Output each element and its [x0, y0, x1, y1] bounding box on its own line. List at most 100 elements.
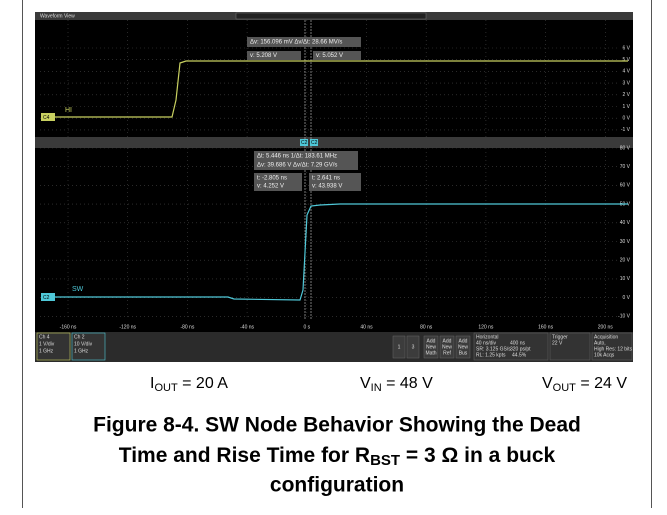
symbol: I	[150, 375, 154, 392]
status-text: 44.5%	[512, 352, 527, 358]
button-label: 1	[398, 344, 401, 350]
button-label: New	[426, 344, 436, 350]
readout: t: 2.641 ns	[312, 176, 340, 182]
c2-label: C2	[43, 295, 50, 301]
readout-box	[313, 51, 361, 60]
readout-box	[247, 51, 301, 60]
figure-title-part: = 3 Ω in a buck	[400, 444, 555, 467]
y-axis-label: 4 V	[622, 69, 630, 75]
button-label: Add	[427, 338, 436, 344]
readout: t: -2.805 ns	[257, 176, 287, 182]
readout-box	[254, 151, 358, 170]
readout: v: 5.208 V	[250, 53, 277, 59]
button-label: Bus	[459, 350, 468, 356]
y-axis-label: 40 V	[620, 220, 631, 226]
status-text: 320 ps/pt	[510, 346, 531, 352]
readout-box	[247, 37, 361, 47]
readout: v: 43.938 V	[312, 184, 342, 190]
button-label: Ref	[443, 350, 451, 356]
y-axis-label: 6 V	[622, 45, 630, 51]
marker-a	[300, 139, 308, 146]
y-axis-label: 0 V	[622, 116, 630, 122]
hi-trace	[48, 60, 628, 118]
readout-box	[254, 173, 302, 191]
button-label: Add	[459, 338, 468, 344]
y-axis-label: 10 V	[620, 276, 631, 282]
value: = 20 A	[178, 375, 229, 392]
hi-label: HI	[65, 107, 72, 114]
readout: Δt: 5.446 ns 1/Δt: 183.61 MHz	[257, 154, 337, 160]
status-text: 10k Acqs	[594, 352, 615, 358]
y-axis-label: 60 V	[620, 183, 631, 189]
status-text: Horizontal	[476, 334, 499, 340]
button[interactable]	[406, 335, 420, 359]
c2-badge	[41, 293, 55, 301]
status-text: Ch 4	[39, 334, 50, 340]
status-text: SR: 3.125 GS/s	[476, 346, 511, 352]
status-text: 22 V	[552, 340, 563, 346]
y-axis-label: 30 V	[620, 239, 631, 245]
y-axis-label: 0 V	[622, 295, 630, 301]
x-axis-label: 200 ns	[598, 324, 614, 330]
x-axis-label: 0 s	[303, 324, 310, 330]
status-text: Acquisition	[594, 334, 618, 340]
marker-b	[310, 139, 318, 146]
x-axis-label: 120 ns	[478, 324, 494, 330]
symbol: V	[360, 375, 371, 392]
c4-label: C4	[43, 115, 50, 121]
y-axis-label: 70 V	[620, 164, 631, 170]
figure-title: Figure 8-4. SW Node Behavior Showing the…	[93, 414, 581, 437]
button[interactable]	[392, 335, 406, 359]
status-text: 1 GHz	[39, 348, 54, 354]
y-axis-label: 80 V	[620, 145, 631, 151]
button-label: 3	[412, 344, 415, 350]
status-text: 1 V/div	[39, 341, 55, 347]
overview	[235, 12, 427, 20]
y-axis-label: 2 V	[622, 92, 630, 98]
sw-trace	[48, 203, 628, 301]
readout: Δv: 156.096 mV Δv/Δt: 28.66 MV/s	[250, 40, 342, 46]
status-text: Auto,	[594, 340, 606, 346]
x-axis-label: 160 ns	[538, 324, 554, 330]
button[interactable]	[423, 335, 439, 359]
divider	[35, 137, 633, 148]
x-axis-label: -160 ns	[60, 324, 77, 330]
condition: VOUT = 24 V	[542, 375, 627, 394]
y-axis-label: 5 V	[622, 57, 630, 63]
c4-badge	[41, 113, 55, 121]
caption: I OUT = 20 A VIN = 48 V VOUT = 24 V	[150, 375, 627, 394]
ch4-box[interactable]	[36, 332, 71, 361]
subscript: IN	[371, 382, 382, 394]
y-axis-label: -10 V	[618, 314, 631, 320]
status-text: RL: 1.25 kpts	[476, 352, 506, 358]
readout: Δv: 39.686 V Δv/Δt: 7.29 GV/s	[257, 163, 337, 169]
x-axis-bar	[35, 320, 633, 332]
condition: VIN = 48 V	[360, 375, 433, 394]
marker-a-label: C2	[301, 140, 308, 146]
ch2-box[interactable]	[71, 332, 106, 361]
panel	[473, 332, 549, 361]
window-title: Waveform View	[40, 13, 75, 19]
status-text: 400 ns	[510, 340, 526, 346]
figure-title: configuration	[270, 474, 404, 497]
status-text: High Res: 12 bits	[594, 346, 633, 352]
x-axis-label: -40 ns	[240, 324, 254, 330]
readout: v: 5.052 V	[316, 53, 343, 59]
button-label: New	[458, 344, 468, 350]
y-axis-label: -1 V	[621, 127, 631, 133]
figure-title-sub: BST	[370, 452, 400, 469]
status-text: 10 V/div	[74, 341, 93, 347]
button-label: Add	[443, 338, 452, 344]
button[interactable]	[455, 335, 471, 359]
y-axis-label: 3 V	[622, 80, 630, 86]
button-label: Math	[425, 350, 436, 356]
figure-title-part: Time and Rise Time for R	[119, 444, 370, 467]
status-text: Trigger	[552, 334, 568, 340]
subscript: OUT	[553, 382, 577, 394]
panel	[591, 332, 633, 361]
y-axis-label: 1 V	[622, 104, 630, 110]
button[interactable]	[439, 335, 455, 359]
x-axis-label: 40 ns	[360, 324, 373, 330]
sw-label: SW	[72, 286, 84, 293]
y-axis-label: 20 V	[620, 258, 631, 264]
